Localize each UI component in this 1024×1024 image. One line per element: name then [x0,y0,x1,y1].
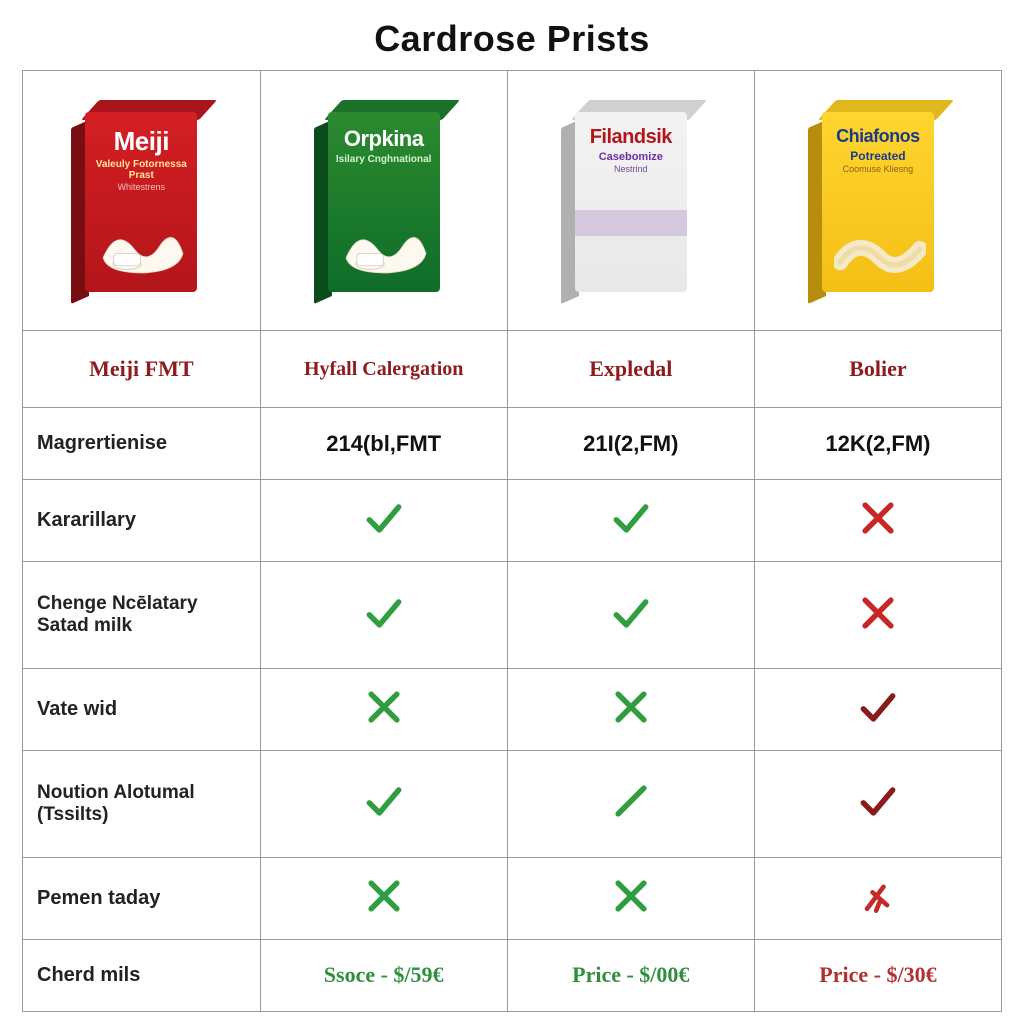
product-image-cell-filandsik: Filandsik Casebomize Nestrind [507,71,754,331]
cross-icon [609,685,653,729]
product-image-meiji: Meiji Valeuly Fotornessa Prast Whitestre… [71,100,211,300]
row-label-0: Magrertienise [23,408,261,480]
check-icon [609,591,653,635]
row-3: Vate wid [23,669,1002,751]
product-image-cell-orpkina: Orpkina Isilary Cnghnational [260,71,507,331]
product-header-filandsik: Expledal [507,331,754,408]
row-2: Chenge Ncēlatary Satad milk [23,562,1002,669]
row-4: Noution Alotumal (Tssilts) [23,751,1002,858]
row-label-5: Pemen taday [23,857,261,939]
product-image-filandsik: Filandsik Casebomize Nestrind [561,100,701,300]
comparison-table: Meiji Valeuly Fotornessa Prast Whitestre… [22,70,1002,1012]
check-icon [856,685,900,729]
row-label-1: Kararillary [23,480,261,562]
product-image-orpkina: Orpkina Isilary Cnghnational [314,100,454,300]
product-header-chiafonos: Bolier [754,331,1001,408]
row-4-cell-1 [507,751,754,858]
check-icon [856,779,900,823]
row-5-cell-1 [507,857,754,939]
row-label-4: Noution Alotumal (Tssilts) [23,751,261,858]
row-1-cell-2 [754,480,1001,562]
product-header-meiji: Meiji FMT [23,331,261,408]
page-title: Cardrose Prists [22,18,1002,60]
row-0-cell-1: 21I(2,FM) [507,408,754,480]
row-label-2: Chenge Ncēlatary Satad milk [23,562,261,669]
row-3-cell-2 [754,669,1001,751]
check-icon [362,591,406,635]
row-0: Magrertienise214(bl,FMT21I(2,FM)12K(2,FM… [23,408,1002,480]
cross-icon [362,874,406,918]
row-2-cell-0 [260,562,507,669]
burst-icon [856,874,900,918]
row-label-6: Cherd mils [23,939,261,1011]
row-5-cell-0 [260,857,507,939]
row-6-cell-0: Ssoce - $/59€ [260,939,507,1011]
product-image-cell-chiafonos: Chiafonos Potreated Coomuse Kliesng [754,71,1001,331]
row-5: Pemen taday [23,857,1002,939]
slash-icon [609,779,653,823]
check-icon [362,779,406,823]
row-0-cell-2: 12K(2,FM) [754,408,1001,480]
row-3-cell-0 [260,669,507,751]
row-1-cell-1 [507,480,754,562]
row-2-cell-1 [507,562,754,669]
row-0-cell-0: 214(bl,FMT [260,408,507,480]
check-icon [362,496,406,540]
row-6: Cherd milsSsoce - $/59€Price - $/00€Pric… [23,939,1002,1011]
row-4-cell-2 [754,751,1001,858]
product-header-orpkina: Hyfall Calergation [260,331,507,408]
row-label-3: Vate wid [23,669,261,751]
cross-icon [856,591,900,635]
row-2-cell-2 [754,562,1001,669]
cross-icon [609,874,653,918]
product-header-row: Meiji FMTHyfall CalergationExpledalBolie… [23,331,1002,408]
comparison-table-page: Cardrose Prists Meiji Valeuly Fotornessa… [0,0,1024,1024]
product-image-cell-meiji: Meiji Valeuly Fotornessa Prast Whitestre… [23,71,261,331]
cross-icon [362,685,406,729]
row-4-cell-0 [260,751,507,858]
row-1: Kararillary [23,480,1002,562]
row-6-cell-2: Price - $/30€ [754,939,1001,1011]
cross-icon [856,496,900,540]
row-5-cell-2 [754,857,1001,939]
row-6-cell-1: Price - $/00€ [507,939,754,1011]
check-icon [609,496,653,540]
product-image-row: Meiji Valeuly Fotornessa Prast Whitestre… [23,71,1002,331]
row-1-cell-0 [260,480,507,562]
row-3-cell-1 [507,669,754,751]
product-image-chiafonos: Chiafonos Potreated Coomuse Kliesng [808,100,948,300]
